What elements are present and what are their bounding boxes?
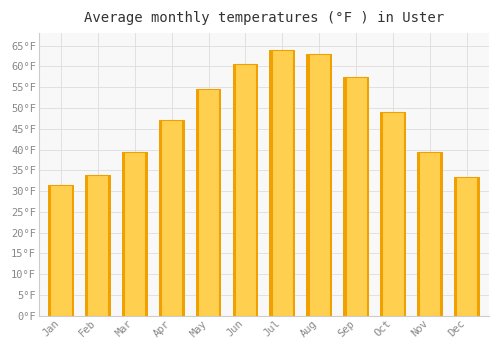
- Bar: [235, 64, 256, 316]
- Bar: [272, 50, 293, 316]
- Bar: [48, 185, 74, 316]
- Bar: [88, 175, 108, 316]
- Bar: [122, 152, 148, 316]
- Bar: [232, 64, 258, 316]
- Bar: [456, 177, 477, 316]
- Bar: [196, 89, 222, 316]
- Bar: [124, 152, 146, 316]
- Bar: [343, 77, 369, 316]
- Bar: [454, 177, 479, 316]
- Bar: [346, 77, 366, 316]
- Bar: [417, 152, 443, 316]
- Bar: [420, 152, 440, 316]
- Bar: [308, 54, 330, 316]
- Bar: [270, 50, 295, 316]
- Bar: [85, 175, 111, 316]
- Title: Average monthly temperatures (°F ) in Uster: Average monthly temperatures (°F ) in Us…: [84, 11, 444, 25]
- Bar: [159, 120, 184, 316]
- Bar: [306, 54, 332, 316]
- Bar: [50, 185, 71, 316]
- Bar: [382, 112, 404, 316]
- Bar: [198, 89, 219, 316]
- Bar: [380, 112, 406, 316]
- Bar: [161, 120, 182, 316]
